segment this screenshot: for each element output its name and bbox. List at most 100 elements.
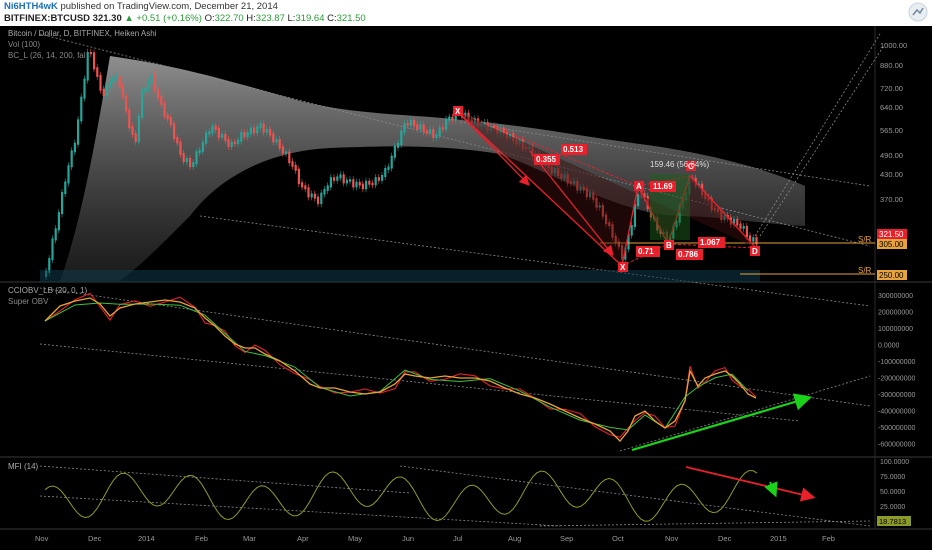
candle-body xyxy=(89,51,92,55)
candle-body xyxy=(99,74,102,91)
candle-body xyxy=(256,126,259,134)
svg-text:B: B xyxy=(666,241,672,250)
time-tick: Oct xyxy=(612,534,625,543)
mfi-trendlines xyxy=(39,465,871,527)
svg-text:A: A xyxy=(636,182,642,191)
candle-body xyxy=(243,131,246,138)
candle-body xyxy=(285,151,288,154)
candle-body xyxy=(749,235,752,242)
candle-body xyxy=(83,78,86,99)
volume-indicator-title[interactable]: Vol (100) xyxy=(8,40,40,49)
candle-body xyxy=(259,123,262,129)
price-axis[interactable]: 1000.00 880.00 720.00 640.00 565.00 490.00 430… xyxy=(880,41,907,204)
candle-body xyxy=(355,181,358,188)
time-tick: 2014 xyxy=(138,534,155,543)
obv-tick: -600000000 xyxy=(878,442,915,449)
candle-body xyxy=(224,133,227,141)
price-tick: 430.00 xyxy=(880,170,903,179)
candle-body xyxy=(323,188,326,195)
mfi-pane-title[interactable]: MFI (14) xyxy=(8,462,39,471)
candle-body xyxy=(320,192,323,205)
candle-body xyxy=(301,182,304,188)
obv-tick: -100000000 xyxy=(878,359,915,366)
candle-body xyxy=(752,237,755,242)
time-tick: Apr xyxy=(297,534,309,543)
candle-body xyxy=(192,162,195,168)
svg-text:0.786: 0.786 xyxy=(678,250,699,259)
obv-pane-title[interactable]: CCIOBV_LB (20, 0, 1) xyxy=(8,286,87,295)
candle-body xyxy=(70,150,73,168)
svg-text:1.067: 1.067 xyxy=(700,238,721,247)
candle-body xyxy=(381,174,384,181)
price-tick: 720.00 xyxy=(880,84,903,93)
obv-tick: 300000000 xyxy=(878,293,913,300)
obv-axis[interactable]: 300000000 200000000 100000000 0.0000 -100000… xyxy=(878,293,915,449)
price-tick: 370.00 xyxy=(880,195,903,204)
candle-body xyxy=(365,180,368,190)
obv-tick: 0.0000 xyxy=(878,343,900,350)
chart-area[interactable]: S/R S/R X X A B C D 0.513 0.355 11.69 0.… xyxy=(0,26,932,550)
svg-text:X: X xyxy=(620,263,626,272)
candle-body xyxy=(419,124,422,130)
last-price: 321.30 xyxy=(92,13,122,24)
candle-body xyxy=(147,81,150,90)
candle-body xyxy=(745,225,748,238)
price-change: +0.51 (+0.16%) xyxy=(136,13,202,24)
candle-body xyxy=(739,223,742,229)
sr2-price-tag-text: 250.00 xyxy=(879,271,904,280)
candle-body xyxy=(304,185,307,190)
candle-body xyxy=(179,141,182,155)
candle-body xyxy=(73,142,76,153)
time-axis[interactable]: Nov Dec 2014 Feb Mar Apr May Jun Jul Aug Sep Oct Nov… xyxy=(35,534,835,543)
obv-green-arrow xyxy=(631,393,813,452)
candle-body xyxy=(755,237,758,245)
candle-body xyxy=(166,114,169,120)
candle-body xyxy=(57,212,60,231)
candle-body xyxy=(118,76,121,88)
candle-body xyxy=(733,218,736,225)
obv-pane[interactable]: CCIOBV_LB (20, 0, 1) Super OBV 300000000… xyxy=(8,286,915,452)
candle-body xyxy=(54,228,57,241)
mfi-axis[interactable]: 100.0000 75.0000 50.0000 25.0000 xyxy=(880,459,909,511)
candle-body xyxy=(227,138,230,147)
mfi-tick: 50.0000 xyxy=(880,489,905,496)
candle-body xyxy=(483,122,486,126)
candle-body xyxy=(742,225,745,229)
candle-body xyxy=(221,133,224,138)
symbol-name[interactable]: BITFINEX:BTCUSD xyxy=(4,13,91,24)
obv-pane-subtitle[interactable]: Super OBV xyxy=(8,297,49,306)
svg-text:0.71: 0.71 xyxy=(638,247,654,256)
candle-body xyxy=(217,127,220,138)
candle-body xyxy=(326,185,329,191)
candle-body xyxy=(361,183,364,190)
candle-body xyxy=(448,116,451,121)
candle-body xyxy=(208,131,211,135)
candle-body xyxy=(358,181,361,186)
candle-body xyxy=(416,124,419,130)
sr-label-2: S/R xyxy=(858,266,872,275)
obv-channel-lines xyxy=(39,287,871,452)
bc-indicator-title[interactable]: BC_L (26, 14, 200, fal xyxy=(8,51,86,60)
candle-body xyxy=(240,131,243,142)
main-pane[interactable]: S/R S/R X X A B C D 0.513 0.355 11.69 0.… xyxy=(8,29,907,307)
candle-body xyxy=(211,125,214,134)
author-name[interactable]: Ni6HTH4wK xyxy=(4,1,58,12)
candle-body xyxy=(189,157,192,168)
candle-body xyxy=(93,52,96,70)
candle-body xyxy=(333,177,336,181)
candle-body xyxy=(125,95,128,112)
candle-body xyxy=(278,139,281,149)
price-tick: 640.00 xyxy=(880,103,903,112)
main-pane-title[interactable]: Bitcoin / Dollar, D, BITFINEX, Heiken As… xyxy=(8,29,157,38)
candle-body xyxy=(643,193,646,198)
volume-strip xyxy=(40,270,760,282)
obv-tick: 100000000 xyxy=(878,326,913,333)
candle-body xyxy=(115,76,118,79)
candle-body xyxy=(630,224,633,236)
candle-body xyxy=(51,238,54,261)
candle-body xyxy=(86,51,89,81)
candle-body xyxy=(425,130,428,134)
mfi-pane[interactable]: MFI (14) 100.0000 75.0000 50.0000 25.0000 1… xyxy=(8,459,911,527)
obv-main-line xyxy=(44,302,749,431)
chart-svg[interactable]: S/R S/R X X A B C D 0.513 0.355 11.69 0.… xyxy=(0,26,932,550)
